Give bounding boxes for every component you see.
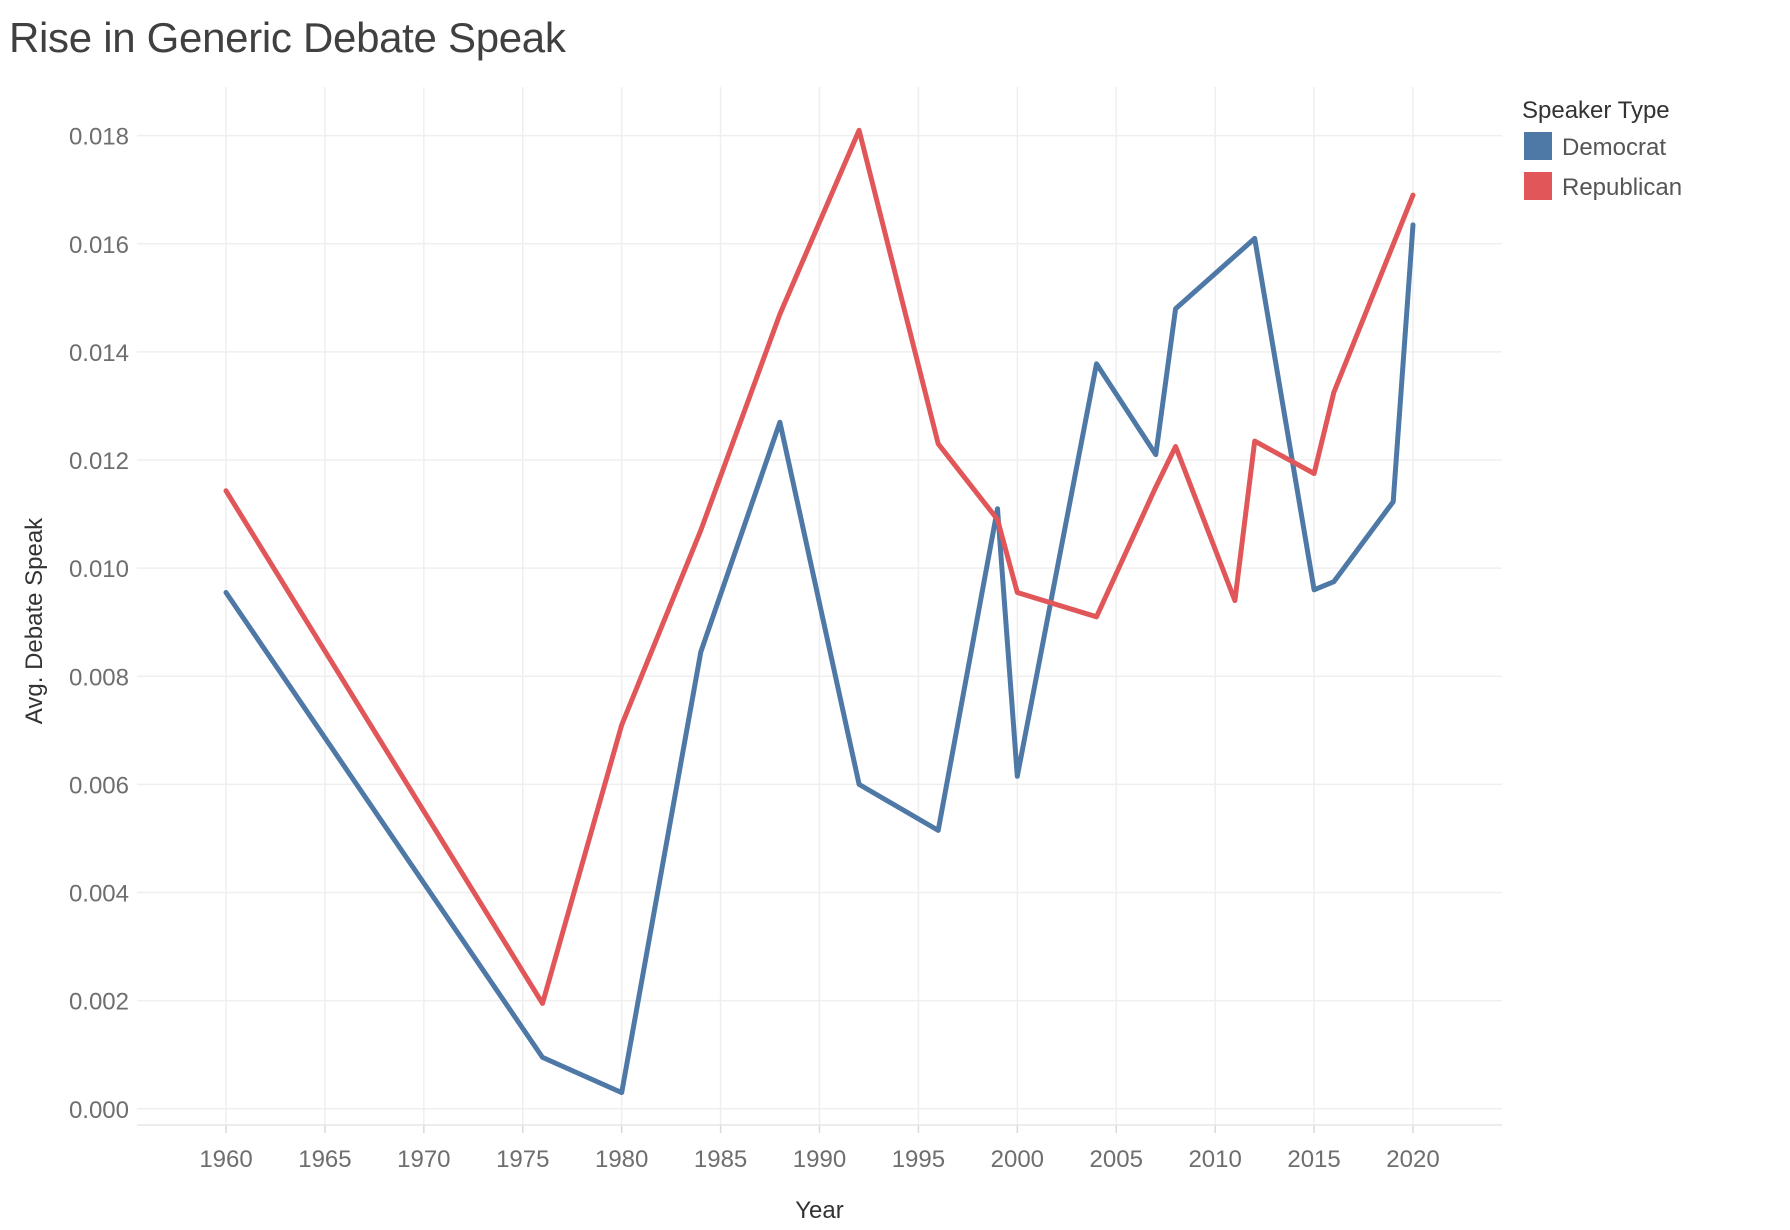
y-tick-label: 0.004 (69, 881, 129, 908)
legend: Speaker Type Democrat Republican (1522, 97, 1682, 201)
y-axis-ticks: 0.000 0.002 0.004 0.006 0.008 0.010 0.012 0.014… (69, 124, 129, 1124)
legend-label-republican: Republican (1562, 174, 1682, 201)
x-tick-label: 1965 (298, 1146, 351, 1173)
legend-label-democrat: Democrat (1562, 134, 1666, 161)
legend-title: Speaker Type (1522, 97, 1670, 124)
x-tick-label: 1995 (892, 1146, 945, 1173)
x-tick-label: 2010 (1188, 1146, 1241, 1173)
x-tick-label: 2020 (1386, 1146, 1439, 1173)
y-tick-label: 0.002 (69, 989, 129, 1016)
x-tick-label: 2000 (991, 1146, 1044, 1173)
y-axis-title: Avg. Debate Speak (21, 517, 48, 724)
legend-swatch-republican (1524, 172, 1552, 200)
y-tick-label: 0.006 (69, 772, 129, 799)
y-tick-label: 0.000 (69, 1097, 129, 1124)
x-axis-title: Year (795, 1197, 844, 1224)
x-tick-label: 2015 (1287, 1146, 1340, 1173)
x-tick-label: 1970 (397, 1146, 450, 1173)
x-tick-label: 1990 (793, 1146, 846, 1173)
series-line-democrat (223, 222, 1416, 1096)
x-tick-label: 1985 (694, 1146, 747, 1173)
x-tick-label: 1960 (199, 1146, 252, 1173)
grid (137, 87, 1502, 1133)
y-tick-label: 0.014 (69, 340, 129, 367)
series-lines (223, 127, 1416, 1096)
y-tick-label: 0.010 (69, 556, 129, 583)
legend-swatch-democrat (1524, 132, 1552, 160)
chart-title: Rise in Generic Debate Speak (9, 14, 566, 61)
y-tick-label: 0.008 (69, 664, 129, 691)
x-axis-ticks: 1960 1965 1970 1975 1980 1985 1990 1995 2000 2005… (199, 1146, 1439, 1173)
y-tick-label: 0.016 (69, 232, 129, 259)
x-tick-label: 1975 (496, 1146, 549, 1173)
x-tick-label: 2005 (1090, 1146, 1143, 1173)
y-tick-label: 0.018 (69, 124, 129, 151)
series-line-republican (223, 127, 1416, 1006)
y-tick-label: 0.012 (69, 448, 129, 475)
x-tick-label: 1980 (595, 1146, 648, 1173)
